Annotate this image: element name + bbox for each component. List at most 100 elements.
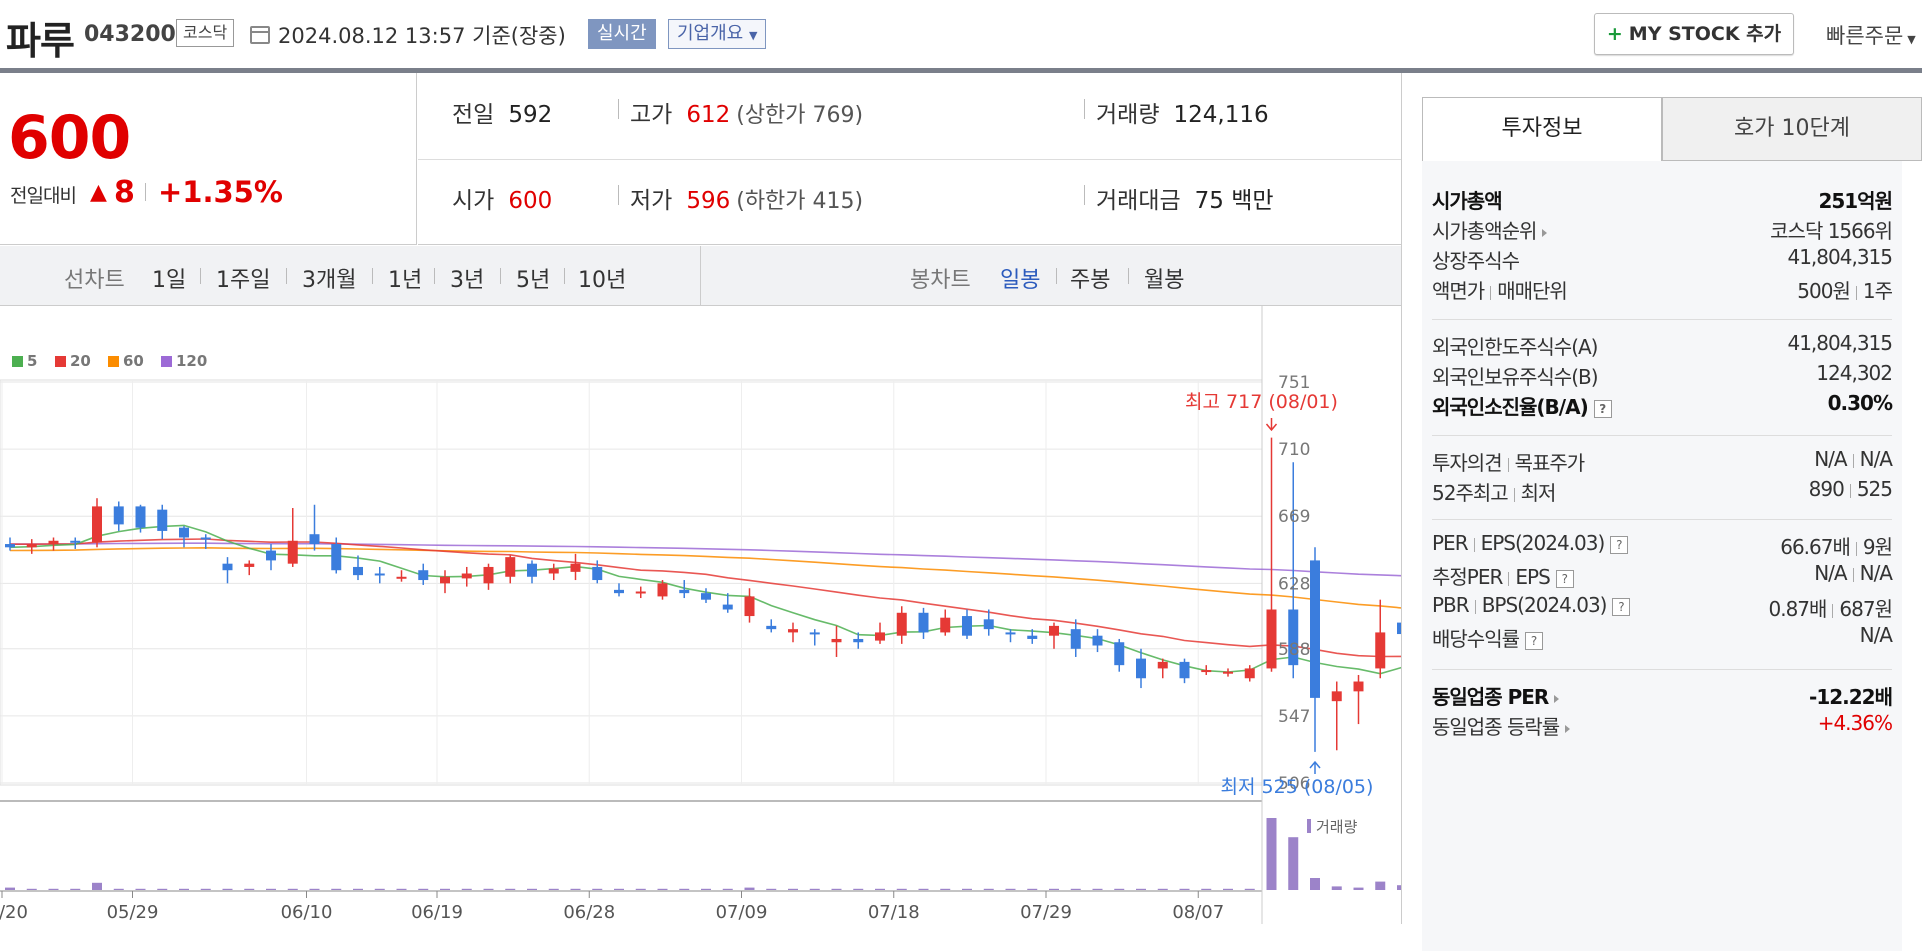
candle-weekly[interactable]: 주봉 bbox=[1070, 268, 1111, 293]
divider bbox=[1084, 185, 1085, 205]
volume-bar bbox=[896, 888, 907, 890]
candle-body bbox=[788, 629, 798, 633]
info-label: PER EPS(2024.03)? bbox=[1432, 531, 1629, 555]
candle-body bbox=[1266, 609, 1277, 669]
info-value: +4.36% bbox=[1817, 711, 1893, 735]
info-value: 코스닥 1566위 bbox=[1770, 219, 1893, 243]
legend-swatch bbox=[161, 356, 172, 367]
chevron-down-icon: ▼ bbox=[1907, 33, 1916, 46]
volume-bar bbox=[309, 888, 320, 890]
candle-daily[interactable]: 일봉 bbox=[1000, 268, 1041, 293]
current-price: 600 bbox=[8, 103, 131, 173]
chevron-right-icon[interactable] bbox=[1554, 694, 1560, 703]
chevron-right-icon[interactable] bbox=[1565, 724, 1571, 733]
candle-monthly[interactable]: 월봉 bbox=[1144, 268, 1185, 293]
info-value: 41,804,315 bbox=[1787, 331, 1893, 355]
candle-body bbox=[940, 617, 951, 633]
volume-bar bbox=[614, 888, 624, 890]
info-row: 상장주식수 41,804,315 bbox=[1432, 245, 1893, 275]
y-tick-label: 588 bbox=[1278, 640, 1310, 660]
realtime-button[interactable]: 실시간 bbox=[588, 19, 656, 49]
ma-line-20 bbox=[10, 538, 1424, 658]
info-row: 투자의견 목표주가 N/A N/A bbox=[1432, 447, 1893, 477]
volume-bar bbox=[592, 888, 603, 890]
help-icon[interactable]: ? bbox=[1610, 535, 1629, 554]
volume-bar bbox=[1179, 888, 1190, 890]
divider bbox=[700, 246, 701, 306]
period-3y[interactable]: 3년 bbox=[450, 268, 485, 293]
volume-bar bbox=[722, 888, 733, 890]
volume-bar bbox=[483, 888, 494, 890]
info-row: 외국인보유주식수(B) 124,302 bbox=[1432, 361, 1893, 391]
volume-bar bbox=[570, 888, 581, 890]
market-badge: 코스닥 bbox=[176, 19, 235, 47]
candle-body bbox=[374, 573, 385, 576]
info-row: PER EPS(2024.03)? 66.67배 9원 bbox=[1432, 531, 1893, 561]
info-row: 외국인한도주식수(A) 41,804,315 bbox=[1432, 331, 1893, 361]
help-icon[interactable]: ? bbox=[1612, 597, 1631, 616]
divider bbox=[372, 268, 373, 284]
volume-bar bbox=[1331, 886, 1342, 890]
company-info-dropdown[interactable]: 기업개요 ▼ bbox=[668, 19, 767, 49]
period-5y[interactable]: 5년 bbox=[516, 268, 551, 293]
period-3m[interactable]: 3개월 bbox=[302, 268, 357, 293]
price-chart[interactable]: 5 20 60 120 751 710 669 628 588 547 506 거래량 05/20… bbox=[0, 306, 1429, 924]
candle-body bbox=[461, 573, 472, 579]
volume-bar bbox=[788, 888, 798, 890]
y-tick-label: 547 bbox=[1278, 707, 1310, 727]
info-label: 시가총액순위 bbox=[1432, 215, 1548, 244]
tab-invest-info[interactable]: 투자정보 bbox=[1422, 97, 1662, 161]
volume-bar bbox=[1310, 878, 1320, 890]
candle-body bbox=[853, 638, 864, 643]
volume-bar bbox=[1353, 887, 1364, 890]
volume-bar bbox=[1092, 888, 1103, 890]
chevron-down-icon: ▼ bbox=[748, 29, 758, 42]
candle-body bbox=[918, 612, 929, 633]
info-value: 124,302 bbox=[1816, 361, 1893, 385]
help-icon[interactable]: ? bbox=[1525, 631, 1543, 650]
volume-bar bbox=[48, 888, 59, 890]
info-row: 추정PER EPS? N/A N/A bbox=[1432, 561, 1893, 591]
stat-low: 저가 596 (하한가 415) bbox=[630, 188, 864, 214]
x-axis-labels: 05/20 05/29 06/10 06/19 06/28 07/09 07/18 07/29… bbox=[0, 891, 1224, 923]
volume-bar bbox=[657, 888, 668, 890]
chevron-right-icon[interactable] bbox=[1542, 228, 1548, 237]
help-icon[interactable]: ? bbox=[1555, 569, 1574, 588]
period-1w[interactable]: 1주일 bbox=[216, 268, 271, 293]
divider bbox=[1084, 99, 1085, 119]
volume-bar bbox=[222, 888, 233, 890]
candle-body bbox=[679, 589, 690, 594]
divider bbox=[1128, 268, 1129, 284]
candle-body bbox=[113, 506, 124, 525]
stat-prev-close: 전일 592 bbox=[452, 102, 553, 128]
candle-body bbox=[48, 540, 59, 545]
candle-body bbox=[875, 632, 885, 641]
quick-order-dropdown[interactable]: 빠른주문 ▼ bbox=[1826, 24, 1916, 48]
tab-orderbook-10[interactable]: 호가 10단계 bbox=[1662, 97, 1922, 161]
candle-body bbox=[766, 625, 777, 630]
volume-bar bbox=[766, 888, 777, 890]
volume-bar bbox=[1070, 888, 1081, 890]
candle-body bbox=[527, 563, 537, 577]
candle-body bbox=[505, 557, 516, 577]
period-1d[interactable]: 1일 bbox=[152, 268, 187, 293]
candle-body bbox=[1331, 691, 1342, 702]
info-value: 890 525 bbox=[1808, 477, 1893, 501]
y-tick-label: 506 bbox=[1278, 774, 1310, 794]
volume-bar bbox=[244, 888, 255, 890]
candle-body bbox=[92, 506, 102, 543]
divider bbox=[286, 268, 287, 284]
period-1y[interactable]: 1년 bbox=[388, 268, 423, 293]
chart-legend: 5 20 60 120 bbox=[12, 352, 207, 370]
group-divider bbox=[1432, 319, 1892, 320]
my-stock-add-button[interactable]: + MY STOCK 추가 bbox=[1594, 13, 1794, 55]
info-value: 0.30% bbox=[1827, 391, 1893, 415]
period-10y[interactable]: 10년 bbox=[578, 268, 627, 293]
help-icon[interactable]: ? bbox=[1593, 399, 1612, 418]
candle-body bbox=[1179, 661, 1190, 679]
info-value: 251억원 bbox=[1818, 189, 1893, 213]
volume-bar bbox=[92, 882, 102, 890]
candle-body bbox=[962, 616, 972, 636]
candle-body bbox=[1005, 632, 1016, 635]
group-divider bbox=[1432, 519, 1892, 520]
